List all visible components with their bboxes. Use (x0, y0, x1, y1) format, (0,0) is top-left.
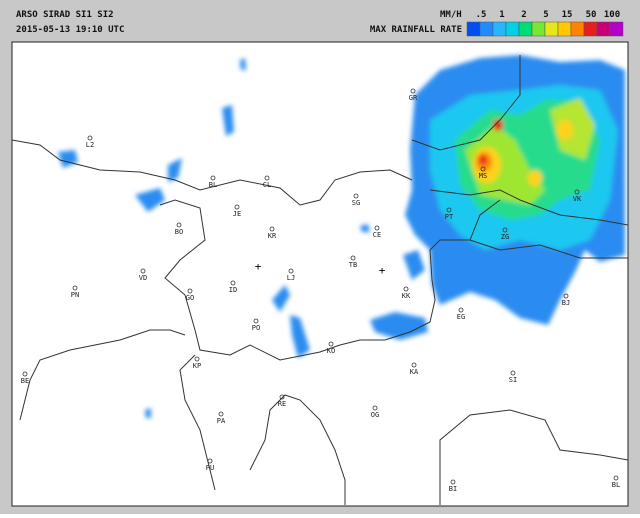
place-marker (218, 411, 224, 417)
place-label: CE (373, 231, 381, 239)
place-marker (353, 193, 359, 199)
place-label: PO (252, 324, 260, 332)
place-marker (288, 268, 294, 274)
place-marker (194, 356, 200, 362)
legend-label: 5 (543, 10, 548, 20)
place-marker (210, 175, 216, 181)
place-marker (480, 166, 486, 172)
radar-site: + (255, 260, 262, 273)
place-label: VK (573, 195, 582, 203)
place-marker (264, 175, 270, 181)
legend: .5 1 2 5 15 50 100 (466, 10, 624, 37)
place-marker (269, 226, 275, 232)
place-label: EG (457, 313, 465, 321)
place-marker (187, 288, 193, 294)
map: L2 BL CL JE SG BO KR CE VD LJ TB PN GO ID KK PO EG KO KP KA… (11, 55, 629, 505)
place-label: CL (263, 181, 271, 189)
place-marker (458, 307, 464, 313)
place-marker (613, 475, 619, 481)
place-label: BL (612, 481, 620, 489)
legend-swatch (583, 21, 598, 37)
place-label: KP (193, 362, 201, 370)
title: ARSO SIRAD SI1 SI2 (16, 10, 114, 20)
place-label: BO (175, 228, 183, 236)
legend-swatch (596, 21, 611, 37)
place-label: JE (233, 210, 241, 218)
places: L2 BL CL JE SG BO KR CE VD LJ TB PN GO ID KK PO EG KO KP KA… (21, 88, 620, 493)
place-marker (374, 225, 380, 231)
place-marker (350, 255, 356, 261)
place-label: TB (349, 261, 357, 269)
place-label: SI (509, 376, 517, 384)
place-marker (328, 341, 334, 347)
place-label: BJ (562, 299, 570, 307)
place-label: VD (139, 274, 147, 282)
place-marker (410, 88, 416, 94)
place-marker (234, 204, 240, 210)
place-marker (510, 370, 516, 376)
place-marker (140, 268, 146, 274)
legend-label: 1 (499, 10, 504, 20)
timestamp: 2015-05-13 19:10 UTC (16, 25, 124, 35)
place-marker (450, 479, 456, 485)
unit: MM/H (440, 10, 462, 20)
place-marker (279, 394, 285, 400)
place-label: L2 (86, 141, 94, 149)
place-label: SG (352, 199, 360, 207)
legend-swatch (544, 21, 559, 37)
legend-swatch (518, 21, 533, 37)
place-label: ID (229, 286, 237, 294)
place-label: BI (449, 485, 457, 493)
place-marker (563, 293, 569, 299)
place-marker (446, 207, 452, 213)
legend-swatch (609, 21, 624, 37)
legend-swatch (557, 21, 572, 37)
place-label: PA (217, 417, 226, 425)
place-label: OG (371, 411, 379, 419)
place-marker (403, 286, 409, 292)
place-label: BE (21, 377, 29, 385)
legend-title: MAX RAINFALL RATE (370, 25, 462, 35)
legend-swatch (505, 21, 520, 37)
radar-echoes (58, 55, 625, 418)
legend-swatch (531, 21, 546, 37)
place-label: PN (71, 291, 79, 299)
legend-label: .5 (476, 10, 487, 20)
place-marker (87, 135, 93, 141)
legend-label: 100 (604, 10, 620, 20)
place-label: KR (268, 232, 277, 240)
legend-swatch (492, 21, 507, 37)
place-marker (207, 458, 213, 464)
place-marker (72, 285, 78, 291)
place-label: KK (402, 292, 411, 300)
place-label: KA (410, 368, 419, 376)
legend-swatch (479, 21, 494, 37)
place-label: LJ (287, 274, 295, 282)
place-label: MS (479, 172, 487, 180)
legend-label: 2 (521, 10, 526, 20)
place-marker (253, 318, 259, 324)
legend-label: 15 (562, 10, 573, 20)
place-label: KO (327, 347, 335, 355)
place-label: RE (278, 400, 286, 408)
legend-label: 50 (586, 10, 597, 20)
legend-swatch (570, 21, 585, 37)
place-marker (372, 405, 378, 411)
place-label: BL (209, 181, 217, 189)
place-label: ZG (501, 233, 509, 241)
place-marker (230, 280, 236, 286)
place-marker (176, 222, 182, 228)
place-marker (574, 189, 580, 195)
place-marker (502, 227, 508, 233)
radar-site: + (379, 264, 386, 277)
place-label: PT (445, 213, 454, 221)
place-label: GR (409, 94, 418, 102)
place-label: GO (186, 294, 194, 302)
place-label: PU (206, 464, 214, 472)
place-marker (411, 362, 417, 368)
place-marker (22, 371, 28, 377)
legend-swatch (466, 21, 481, 37)
